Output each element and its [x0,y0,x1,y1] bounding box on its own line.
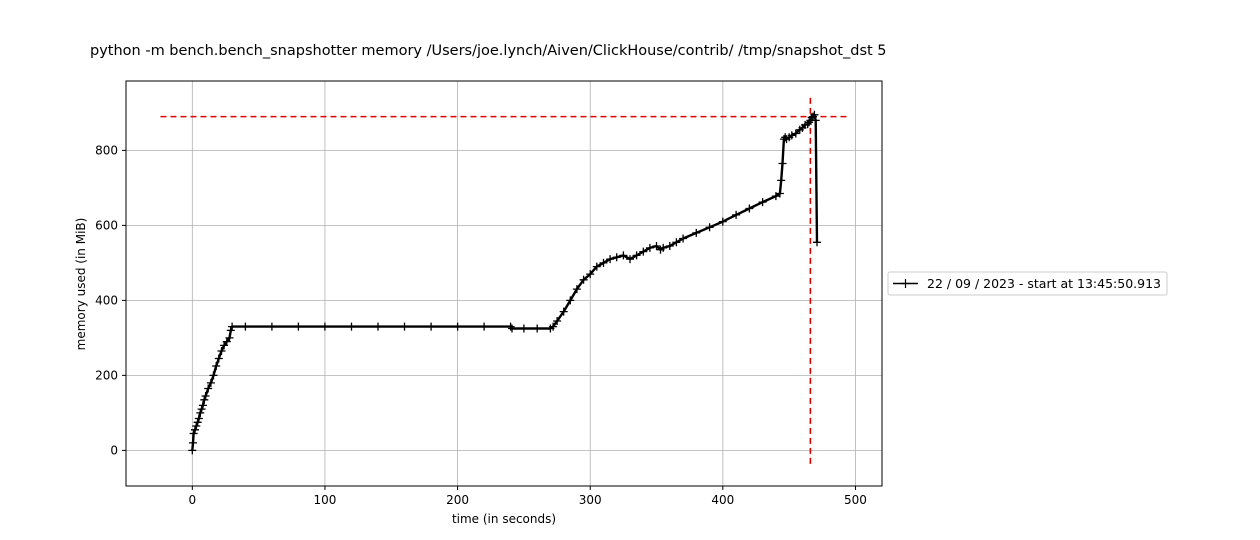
x-tick-label: 200 [446,493,469,507]
x-tick-label: 0 [188,493,196,507]
data-point-marker [805,118,814,127]
data-point-marker [228,322,237,331]
data-point-marker [374,322,382,331]
data-point-marker [599,258,608,267]
data-point-marker [586,270,595,279]
data-point-marker [791,129,800,138]
data-point-marker [639,247,648,256]
data-point-marker [226,326,235,335]
data-point-marker [196,408,205,417]
data-point-marker [566,296,575,305]
y-tick-label: 800 [95,143,118,157]
data-point-marker [811,116,820,125]
data-point-marker [204,384,213,393]
data-point-marker [519,324,528,333]
data-point-marker [209,371,218,380]
data-point-marker [533,324,542,333]
chart-title: python -m bench.bench_snapshotter memory… [90,43,887,59]
data-point-marker [214,354,223,363]
plot-frame [125,80,883,487]
data-point-marker [549,322,558,331]
x-axis-label: time (in seconds) [452,512,556,526]
legend-plus-marker [901,279,910,288]
y-axis-ticks: 0 200 400 600 800 [95,143,126,457]
data-point-marker [267,322,276,331]
x-tick-label: 100 [313,493,336,507]
data-point-marker [732,210,741,219]
data-point-marker [453,322,462,331]
data-point-marker [745,204,754,213]
data-point-marker [192,422,201,430]
y-tick-label: 200 [95,368,118,382]
data-point-marker [632,251,641,260]
legend-series-label: 22 / 09 / 2023 - start at 13:45:50.913 [927,276,1161,291]
y-tick-label: 0 [110,443,118,457]
x-tick-label: 300 [579,493,602,507]
data-point-marker [241,322,250,331]
data-point-marker [198,401,207,410]
data-point-marker [400,322,409,331]
data-point-marker [206,378,215,387]
data-point-marker [777,176,786,185]
data-point-marker [810,110,819,119]
data-point-marker [679,234,688,243]
x-axis-ticks: 0 100 200 300 400 500 [188,486,867,507]
data-point-marker [294,322,303,331]
data-point-marker [775,189,784,198]
data-point-marker [189,429,198,438]
data-point-marker [652,242,661,250]
reference-lines [160,97,849,468]
data-point-marker [572,285,581,294]
data-point-marker [508,324,516,333]
data-point-marker [191,425,199,434]
data-point-marker [665,242,674,250]
plot-area [126,81,882,486]
y-tick-label: 400 [95,293,118,307]
data-point-marker [626,255,634,264]
data-point-marker [592,262,601,271]
legend: 22 / 09 / 2023 - start at 13:45:50.913 [887,271,1168,296]
data-point-marker [718,217,727,226]
data-point-marker [659,243,668,252]
data-point-marker [201,392,210,400]
data-point-marker [705,223,714,232]
data-point-marker [212,362,221,370]
data-point-marker [787,131,796,140]
data-point-marker [193,418,202,427]
y-axis-label: memory used (in MiB) [74,218,88,351]
x-tick-label: 500 [844,493,867,507]
x-tick-label: 400 [711,493,734,507]
data-point-marker [200,395,209,404]
data-point-marker [758,198,767,207]
data-point-marker [579,275,588,284]
data-point-marker [197,405,206,414]
data-point-marker [645,243,654,252]
data-point-marker [506,322,515,331]
data-point-marker [813,238,821,247]
legend-box [887,271,1168,296]
data-point-marker [606,255,615,264]
grid-lines [126,81,882,486]
data-point-marker [672,238,681,247]
series-layer [188,110,821,455]
data-point-marker [320,322,329,331]
data-point-marker [225,333,234,342]
y-tick-label: 600 [95,218,118,232]
data-point-marker [189,438,197,447]
data-point-marker [619,251,628,260]
data-point-marker [217,347,226,355]
data-point-marker [194,414,203,423]
data-point-marker [427,322,436,331]
data-point-marker [612,253,621,262]
data-point-marker [778,159,787,168]
data-point-marker [559,307,568,316]
data-point-marker [347,322,356,331]
data-point-marker [188,446,197,455]
data-point-marker [480,322,489,331]
data-point-marker [692,228,701,237]
data-point-marker [553,317,562,325]
